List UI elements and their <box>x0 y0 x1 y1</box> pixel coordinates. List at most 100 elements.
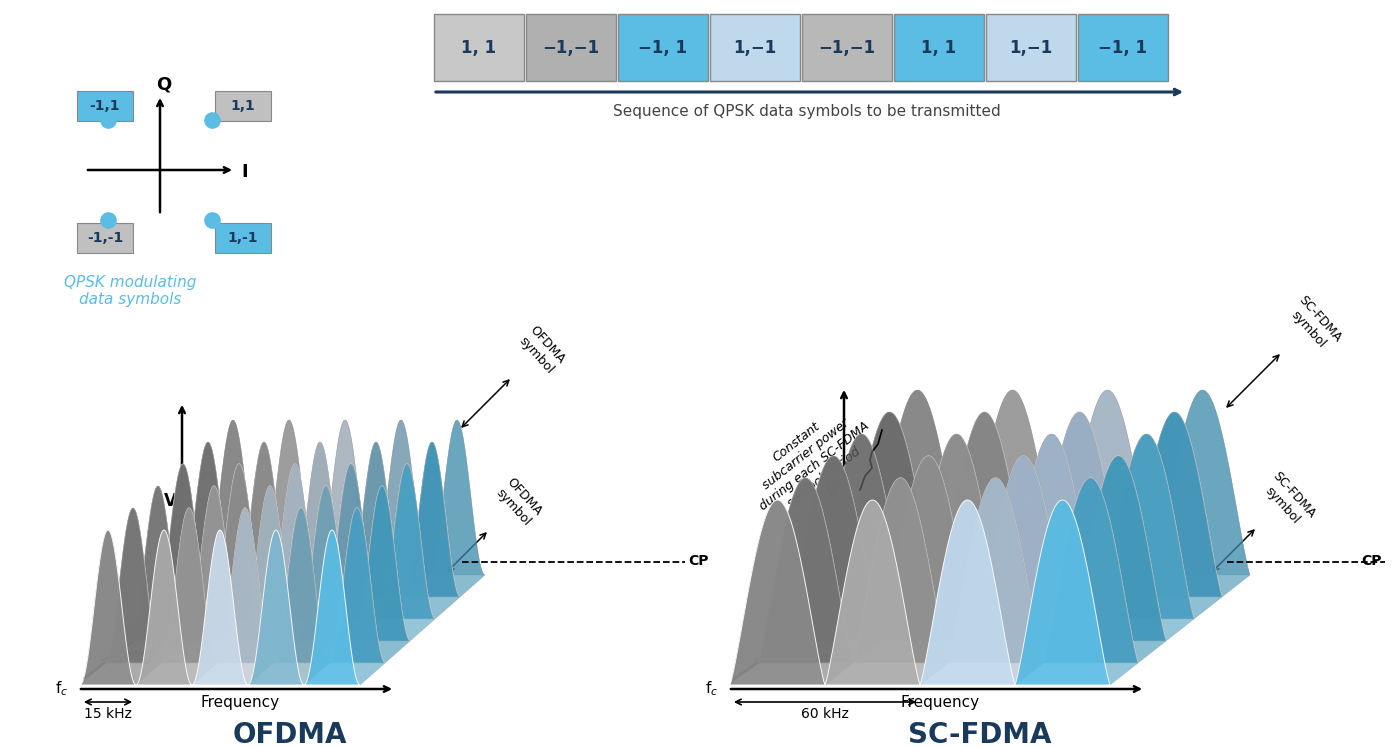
Polygon shape <box>405 420 484 597</box>
Text: OFDMA
symbol: OFDMA symbol <box>517 323 568 376</box>
Polygon shape <box>813 412 937 619</box>
Text: 15 kHz: 15 kHz <box>84 707 132 721</box>
Text: f$_c$: f$_c$ <box>704 680 718 698</box>
Polygon shape <box>825 500 920 685</box>
Polygon shape <box>130 464 211 641</box>
Polygon shape <box>909 412 1032 619</box>
Polygon shape <box>405 442 461 597</box>
Polygon shape <box>237 420 316 597</box>
Polygon shape <box>757 478 853 663</box>
Polygon shape <box>273 508 329 663</box>
Polygon shape <box>304 530 360 685</box>
Text: Frequency: Frequency <box>200 695 280 710</box>
Polygon shape <box>948 456 1071 663</box>
Text: 1, 1: 1, 1 <box>921 39 956 57</box>
Polygon shape <box>161 508 217 663</box>
Text: 1,1: 1,1 <box>231 99 255 113</box>
FancyBboxPatch shape <box>216 223 272 253</box>
Polygon shape <box>242 486 298 641</box>
Polygon shape <box>161 508 217 663</box>
Polygon shape <box>316 420 372 575</box>
Text: −1,−1: −1,−1 <box>542 39 599 57</box>
Polygon shape <box>181 420 260 597</box>
Polygon shape <box>298 486 354 641</box>
Polygon shape <box>293 442 349 597</box>
Polygon shape <box>729 500 825 685</box>
Polygon shape <box>130 486 186 641</box>
FancyBboxPatch shape <box>77 223 133 253</box>
FancyBboxPatch shape <box>216 91 272 121</box>
Polygon shape <box>909 434 1004 619</box>
Polygon shape <box>349 442 405 597</box>
Polygon shape <box>757 478 853 663</box>
Text: −1, 1: −1, 1 <box>1099 39 1148 57</box>
Polygon shape <box>105 486 186 663</box>
Polygon shape <box>242 486 298 641</box>
Polygon shape <box>1099 434 1194 619</box>
Polygon shape <box>1155 390 1250 575</box>
Text: 1,−1: 1,−1 <box>1009 39 1053 57</box>
Polygon shape <box>937 390 1060 597</box>
Polygon shape <box>841 390 965 597</box>
Polygon shape <box>354 486 410 641</box>
Polygon shape <box>1004 434 1099 619</box>
Polygon shape <box>1099 434 1194 619</box>
Polygon shape <box>920 478 1043 685</box>
Text: Q: Q <box>157 76 172 94</box>
Text: -1,1: -1,1 <box>90 99 120 113</box>
Polygon shape <box>260 420 316 575</box>
Polygon shape <box>853 478 948 663</box>
Text: Frequency: Frequency <box>900 695 980 710</box>
Polygon shape <box>192 530 248 685</box>
Text: CP: CP <box>1361 554 1382 568</box>
Polygon shape <box>813 434 909 619</box>
Polygon shape <box>757 456 881 663</box>
Polygon shape <box>354 486 410 641</box>
FancyBboxPatch shape <box>434 14 524 81</box>
Polygon shape <box>1099 412 1222 619</box>
Text: 1, 1: 1, 1 <box>462 39 497 57</box>
Polygon shape <box>948 478 1043 663</box>
Polygon shape <box>937 412 1032 597</box>
Polygon shape <box>267 464 323 619</box>
Polygon shape <box>242 464 323 641</box>
FancyBboxPatch shape <box>77 91 133 121</box>
Polygon shape <box>785 456 881 641</box>
Point <box>97 214 119 226</box>
Text: −1, 1: −1, 1 <box>638 39 687 57</box>
Polygon shape <box>825 478 948 685</box>
Polygon shape <box>80 530 136 685</box>
Polygon shape <box>1071 456 1166 641</box>
Polygon shape <box>298 486 354 641</box>
Polygon shape <box>1032 412 1127 597</box>
Text: Constant
subcarrier power
during each SC-FDMA
symbol period: Constant subcarrier power during each SC… <box>739 395 881 524</box>
Text: -1,-1: -1,-1 <box>87 231 123 245</box>
Text: QPSK modulating
data symbols: QPSK modulating data symbols <box>64 275 196 308</box>
Polygon shape <box>211 464 267 619</box>
Text: Time: Time <box>774 610 813 645</box>
Polygon shape <box>161 486 242 663</box>
Polygon shape <box>204 420 260 575</box>
Polygon shape <box>881 434 1004 641</box>
Polygon shape <box>379 464 435 619</box>
Polygon shape <box>1015 478 1138 685</box>
Polygon shape <box>217 486 298 663</box>
Polygon shape <box>1127 390 1250 597</box>
Polygon shape <box>105 508 161 663</box>
Polygon shape <box>1004 434 1099 619</box>
Polygon shape <box>267 464 323 619</box>
Polygon shape <box>1015 500 1110 685</box>
Text: −1,−1: −1,−1 <box>819 39 875 57</box>
Polygon shape <box>217 508 273 663</box>
Polygon shape <box>304 508 385 685</box>
Polygon shape <box>1127 412 1222 597</box>
Polygon shape <box>211 442 293 619</box>
Polygon shape <box>881 456 976 641</box>
Polygon shape <box>948 478 1043 663</box>
Text: V: V <box>164 492 176 509</box>
Polygon shape <box>1060 390 1155 575</box>
Polygon shape <box>298 464 379 641</box>
Text: f$_c$: f$_c$ <box>55 680 69 698</box>
Polygon shape <box>217 508 273 663</box>
Polygon shape <box>937 412 1032 597</box>
